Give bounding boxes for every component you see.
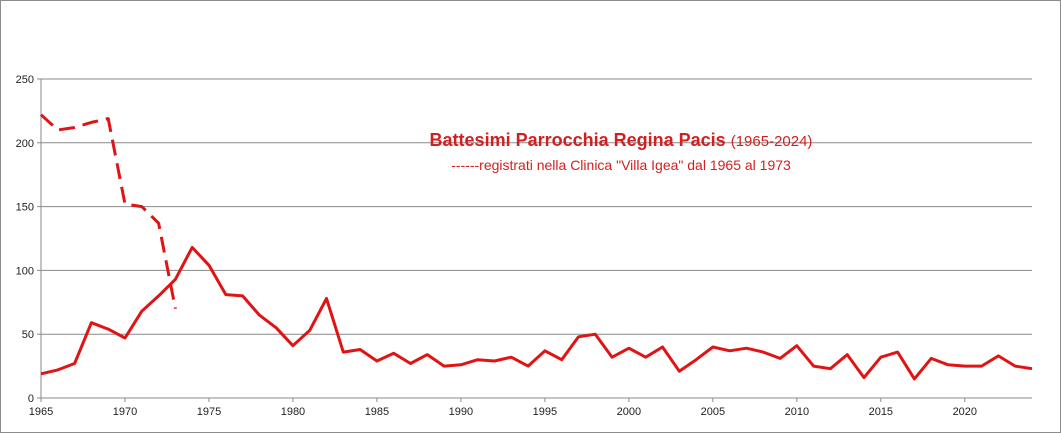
x-tick-label: 2015 bbox=[869, 406, 893, 418]
x-tick-label: 1990 bbox=[449, 406, 473, 418]
series-line-dashed bbox=[39, 113, 177, 309]
y-tick-label: 100 bbox=[16, 265, 34, 277]
chart-title: Battesimi Parrocchia Regina Pacis bbox=[429, 130, 726, 150]
x-tick-labels: 1965 1970 1975 1980 1985 1990 1995 2000 2005 2010… bbox=[29, 406, 977, 418]
y-tick-labels: 0 50 100 150 200 250 bbox=[16, 74, 34, 405]
y-tick-label: 200 bbox=[16, 138, 34, 150]
series-line-solid bbox=[40, 245, 1033, 381]
axes bbox=[37, 78, 1032, 402]
x-tick-label: 1995 bbox=[533, 406, 557, 418]
y-tick-label: 250 bbox=[16, 74, 34, 86]
series-lines bbox=[39, 113, 1033, 381]
x-tick-label: 2010 bbox=[785, 406, 809, 418]
x-tick-label: 1970 bbox=[113, 406, 137, 418]
y-tick-label: 50 bbox=[22, 329, 34, 341]
y-tick-label: 0 bbox=[28, 393, 34, 405]
x-tick-label: 2020 bbox=[953, 406, 977, 418]
x-tick-label: 1965 bbox=[29, 406, 53, 418]
x-tick-label: 1980 bbox=[281, 406, 305, 418]
x-tick-label: 2000 bbox=[617, 406, 641, 418]
chart-title-years: (1965-2024) bbox=[730, 133, 813, 150]
gridlines bbox=[41, 78, 1032, 335]
chart-title-block: Battesimi Parrocchia Regina Pacis (1965-… bbox=[381, 129, 861, 175]
y-tick-label: 150 bbox=[16, 202, 34, 214]
x-tick-label: 1985 bbox=[365, 406, 389, 418]
x-tick-label: 2005 bbox=[701, 406, 725, 418]
x-tick-label: 1975 bbox=[197, 406, 221, 418]
chart-subtitle: ------registrati nella Clinica "Villa Ig… bbox=[451, 157, 791, 173]
